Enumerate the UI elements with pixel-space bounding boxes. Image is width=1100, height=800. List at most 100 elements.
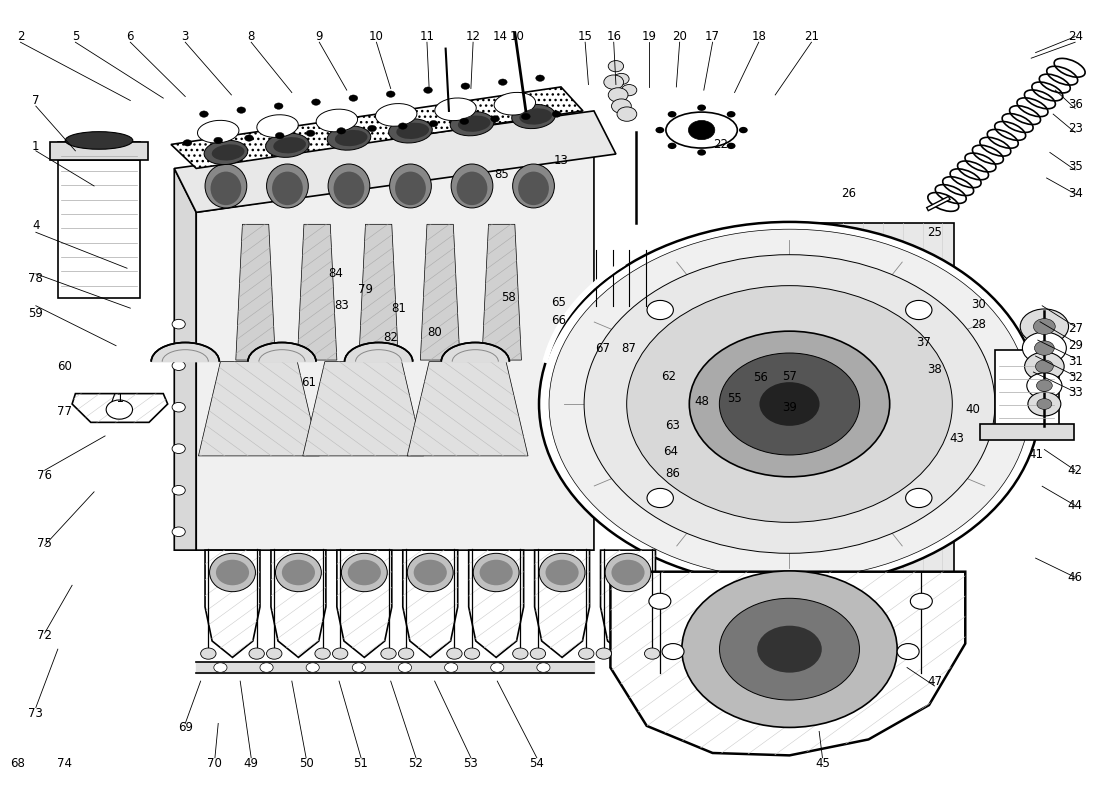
Circle shape [1037,398,1052,410]
Circle shape [898,643,920,659]
Text: 72: 72 [37,629,52,642]
Ellipse shape [212,144,244,161]
Circle shape [596,648,612,659]
Text: 61: 61 [300,376,316,389]
Circle shape [530,648,546,659]
Circle shape [274,103,283,110]
Ellipse shape [348,560,381,586]
Text: 12: 12 [465,30,481,43]
Circle shape [424,87,432,94]
Polygon shape [359,224,398,360]
Circle shape [645,648,660,659]
Text: 45: 45 [815,757,829,770]
Text: 73: 73 [29,706,43,719]
Text: 63: 63 [666,419,681,432]
Polygon shape [403,550,458,658]
Ellipse shape [272,171,302,205]
Circle shape [349,95,358,102]
Circle shape [491,662,504,672]
Circle shape [617,107,637,122]
Circle shape [1024,352,1064,381]
Ellipse shape [198,120,239,143]
Ellipse shape [389,164,431,208]
Ellipse shape [265,133,309,158]
Ellipse shape [256,114,298,138]
Circle shape [461,83,470,90]
Text: 2: 2 [16,30,24,43]
Ellipse shape [666,112,737,148]
Text: 7: 7 [32,94,40,107]
Ellipse shape [473,554,519,592]
Text: 35: 35 [1068,160,1082,174]
Ellipse shape [414,560,447,586]
Circle shape [584,254,994,554]
Text: 65: 65 [551,296,566,309]
Text: 52: 52 [408,757,424,770]
Circle shape [612,99,631,114]
Circle shape [614,74,629,85]
Text: 13: 13 [553,154,569,167]
Text: 66: 66 [551,314,566,326]
Circle shape [668,142,676,149]
Text: 55: 55 [727,392,741,405]
Circle shape [306,130,315,137]
Circle shape [199,111,208,118]
Circle shape [236,107,245,114]
Text: 39: 39 [782,402,796,414]
Polygon shape [535,550,590,658]
Text: 69: 69 [178,721,192,734]
Ellipse shape [205,164,246,208]
Text: 86: 86 [666,467,681,480]
Ellipse shape [334,130,367,146]
Ellipse shape [216,560,249,586]
Text: 22: 22 [713,138,728,151]
Text: 49: 49 [244,757,258,770]
Circle shape [539,222,1040,586]
Text: 32: 32 [1068,371,1082,384]
Polygon shape [205,550,260,658]
Circle shape [306,662,319,672]
Text: 44: 44 [1068,499,1082,512]
Ellipse shape [388,118,432,143]
Text: 48: 48 [694,395,710,408]
Ellipse shape [539,554,585,592]
Ellipse shape [275,554,321,592]
Circle shape [337,128,345,134]
Polygon shape [420,224,460,360]
Polygon shape [235,224,275,360]
Circle shape [244,135,253,142]
Circle shape [172,444,185,454]
Text: 81: 81 [390,302,406,314]
Circle shape [1034,341,1054,355]
Circle shape [311,99,320,106]
Circle shape [647,301,673,319]
Text: 47: 47 [927,674,942,688]
Circle shape [172,402,185,412]
Circle shape [579,648,594,659]
Text: 82: 82 [383,331,398,344]
Circle shape [315,648,330,659]
Polygon shape [344,342,412,362]
Text: 41: 41 [1028,448,1043,461]
Circle shape [608,88,628,102]
Text: 53: 53 [463,757,478,770]
Text: 19: 19 [641,30,657,43]
Text: 8: 8 [248,30,255,43]
Circle shape [537,662,550,672]
Circle shape [649,594,671,610]
Text: 42: 42 [1068,464,1082,477]
Bar [980,424,1074,440]
Text: 84: 84 [328,267,343,280]
Circle shape [627,286,953,522]
Circle shape [398,648,414,659]
Circle shape [621,85,637,96]
Ellipse shape [480,560,513,586]
Ellipse shape [395,171,426,205]
Text: 85: 85 [494,168,509,182]
Circle shape [552,111,561,118]
Ellipse shape [273,137,306,154]
Ellipse shape [328,164,370,208]
Polygon shape [297,224,337,360]
Circle shape [739,127,748,134]
Circle shape [647,488,673,507]
